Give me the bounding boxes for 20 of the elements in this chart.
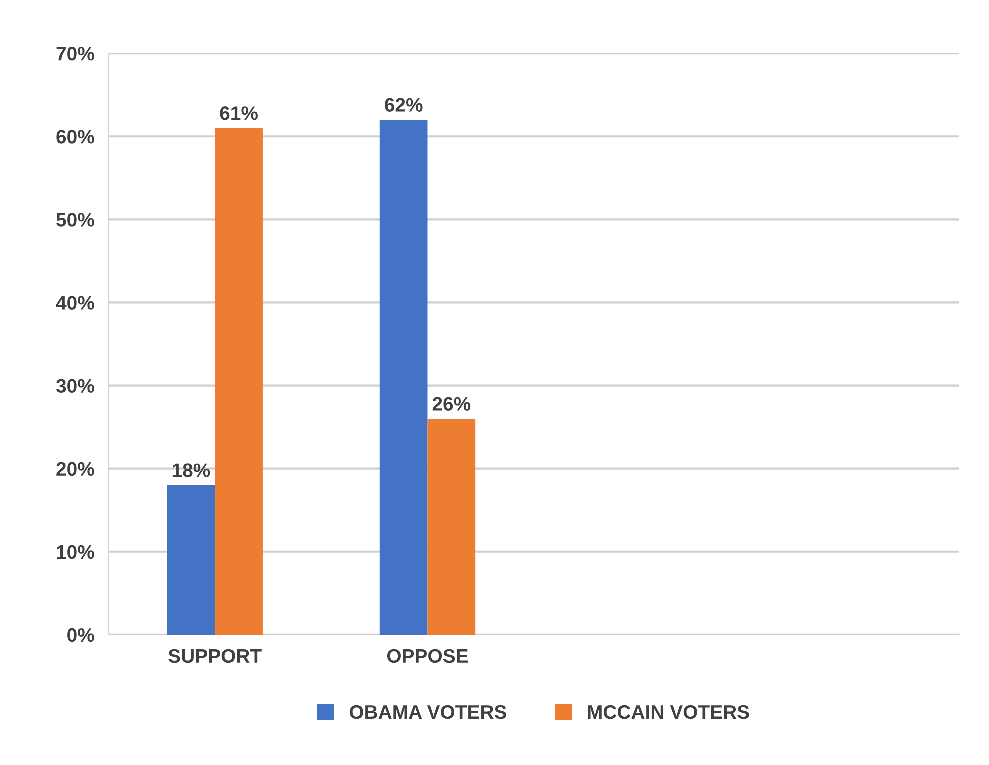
bar bbox=[215, 128, 263, 635]
y-tick-label: 20% bbox=[56, 462, 94, 476]
y-tick-label: 50% bbox=[56, 213, 94, 227]
y-tick-label: 30% bbox=[56, 379, 94, 394]
y-tick-label: 10% bbox=[57, 545, 94, 560]
data-label: 26% bbox=[432, 397, 471, 411]
data-label: 62% bbox=[385, 98, 423, 112]
y-tick-label: 0% bbox=[68, 628, 94, 642]
bar bbox=[428, 419, 476, 635]
legend-label: MCCAIN VOTERS bbox=[588, 705, 750, 720]
y-tick-label: 60% bbox=[56, 130, 94, 144]
x-tick-label: SUPPORT bbox=[168, 649, 262, 664]
legend-label: OBAMA VOTERS bbox=[350, 705, 506, 720]
data-label: 18% bbox=[172, 464, 210, 478]
x-tick-label: OPPOSE bbox=[387, 649, 468, 664]
y-tick-label: 70% bbox=[56, 47, 94, 61]
bar bbox=[167, 485, 216, 635]
y-tick-label: 40% bbox=[56, 296, 94, 310]
bar bbox=[380, 120, 428, 635]
data-label: 61% bbox=[220, 106, 258, 120]
